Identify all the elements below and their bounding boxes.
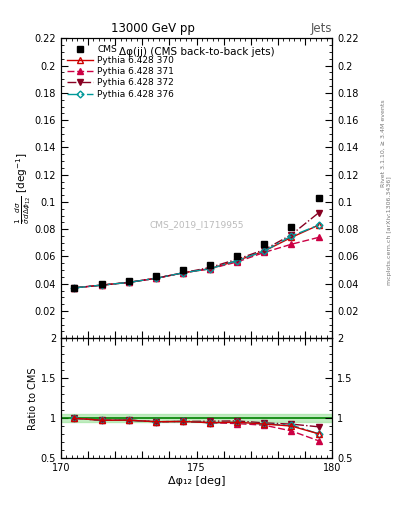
Legend: CMS, Pythia 6.428 370, Pythia 6.428 371, Pythia 6.428 372, Pythia 6.428 376: CMS, Pythia 6.428 370, Pythia 6.428 371,…	[65, 43, 176, 100]
Text: Rivet 3.1.10, ≥ 3.4M events: Rivet 3.1.10, ≥ 3.4M events	[381, 99, 386, 187]
Text: Jets: Jets	[310, 22, 332, 35]
Y-axis label: $\frac{1}{\bar{\sigma}}\frac{d\sigma}{d\Delta\phi_{12}}$ [deg$^{-1}$]: $\frac{1}{\bar{\sigma}}\frac{d\sigma}{d\…	[13, 153, 33, 224]
X-axis label: Δφ₁₂ [deg]: Δφ₁₂ [deg]	[168, 476, 225, 486]
Text: Δφ(jj) (CMS back-to-back jets): Δφ(jj) (CMS back-to-back jets)	[119, 48, 274, 57]
Text: 13000 GeV pp: 13000 GeV pp	[111, 22, 195, 35]
Y-axis label: Ratio to CMS: Ratio to CMS	[28, 367, 38, 430]
Text: CMS_2019_I1719955: CMS_2019_I1719955	[149, 220, 244, 229]
Bar	[61, 414, 332, 422]
Text: mcplots.cern.ch [arXiv:1306.3436]: mcplots.cern.ch [arXiv:1306.3436]	[387, 176, 391, 285]
